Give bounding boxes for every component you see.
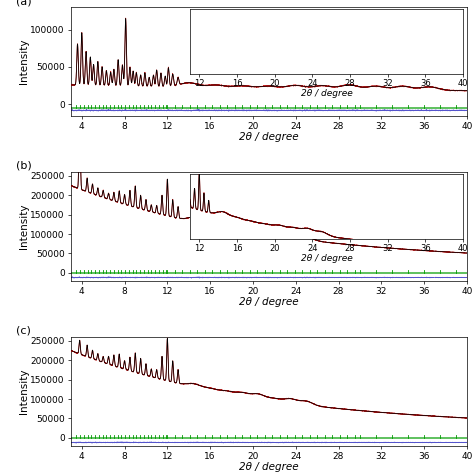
X-axis label: 2θ / degree: 2θ / degree [239, 297, 299, 307]
Text: (a): (a) [16, 0, 31, 6]
X-axis label: 2θ / degree: 2θ / degree [239, 462, 299, 472]
Y-axis label: Intensity: Intensity [19, 204, 29, 249]
Y-axis label: Intensity: Intensity [19, 369, 29, 414]
Text: (b): (b) [16, 161, 31, 171]
Y-axis label: Intensity: Intensity [19, 38, 29, 84]
X-axis label: 2θ / degree: 2θ / degree [239, 132, 299, 142]
Text: (c): (c) [16, 326, 30, 336]
